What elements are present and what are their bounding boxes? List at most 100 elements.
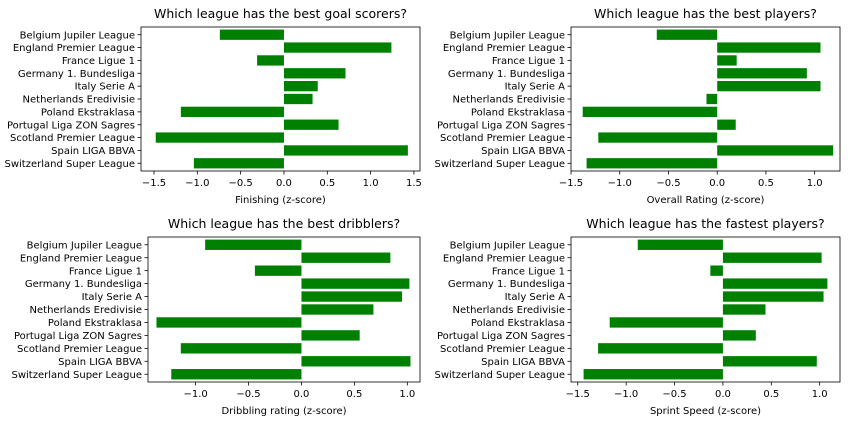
x-tick-label: 1.0 <box>807 178 823 189</box>
bar-belgium-jupiler-league <box>219 29 284 40</box>
chart-title: Which league has the fastest players? <box>586 216 824 231</box>
bar-italy-serie-a <box>283 81 318 92</box>
bar-spain-liga-bbva <box>301 356 411 367</box>
bar-switzerland-super-league <box>171 369 302 380</box>
chart-panel-goal-scorers: Which league has the best goal scorers? … <box>5 6 422 206</box>
bar-belgium-jupiler-league <box>205 239 302 250</box>
y-tick-label: Poland Ekstraklasa <box>471 107 565 118</box>
bar-england-premier-league <box>722 252 822 263</box>
y-tick-label: France Ligue 1 <box>62 56 135 67</box>
bar-poland-ekstraklasa <box>582 106 718 117</box>
bar-france-ligue-1 <box>257 55 284 66</box>
y-tick-label: Poland Ekstraklasa <box>41 107 135 118</box>
chart-panel-dribblers: Which league has the best dribblers? Dri… <box>12 216 421 417</box>
bar-scotland-premier-league <box>598 132 718 143</box>
x-tick-label: 0.5 <box>763 389 779 400</box>
y-tick-label: Poland Ekstraklasa <box>48 318 142 329</box>
y-tick-label: Italy Serie A <box>505 292 566 303</box>
y-tick-label: Scotland Premier League <box>10 133 135 144</box>
bar-scotland-premier-league <box>155 132 284 143</box>
bar-poland-ekstraklasa <box>609 317 723 328</box>
y-tick-label: Netherlands Eredivisie <box>453 95 565 106</box>
y-tick-label: Spain LIGA BBVA <box>51 146 135 157</box>
x-tick-label: −1.0 <box>608 178 632 189</box>
y-tick-label: Germany 1. Bundesliga <box>18 69 135 80</box>
bar-france-ligue-1 <box>717 55 737 66</box>
bar-italy-serie-a <box>301 291 403 302</box>
y-tick-label: Belgium Jupiler League <box>27 240 142 251</box>
y-tick-label: Switzerland Super League <box>5 159 136 170</box>
bar-england-premier-league <box>717 42 821 53</box>
bar-scotland-premier-league <box>180 343 302 354</box>
x-tick-label: 1.5 <box>406 178 422 189</box>
chart-panel-best-players: Which league has the best players? Overa… <box>435 6 841 206</box>
y-tick-label: Scotland Premier League <box>17 344 142 355</box>
bar-germany-1-bundesliga <box>301 278 410 289</box>
y-tick-label: England Premier League <box>443 43 565 54</box>
y-tick-label: Switzerland Super League <box>12 370 143 381</box>
bar-spain-liga-bbva <box>283 145 408 156</box>
bar-scotland-premier-league <box>598 343 723 354</box>
x-tick-label: −0.5 <box>228 178 252 189</box>
y-tick-label: Scotland Premier League <box>440 133 565 144</box>
bar-germany-1-bundesliga <box>283 68 346 79</box>
x-tick-label: −1.5 <box>566 389 590 400</box>
x-tick-label: 1.0 <box>812 389 828 400</box>
y-tick-label: Italy Serie A <box>505 82 566 93</box>
x-axis-label: Overall Rating (z-score) <box>647 195 765 206</box>
bar-france-ligue-1 <box>710 265 723 276</box>
y-tick-label: Italy Serie A <box>75 82 136 93</box>
bar-england-premier-league <box>301 252 391 263</box>
x-tick-label: 1.0 <box>399 389 415 400</box>
x-tick-label: 0.0 <box>276 178 292 189</box>
bar-spain-liga-bbva <box>722 356 817 367</box>
x-tick-label: 0.0 <box>715 389 731 400</box>
x-tick-label: −1.0 <box>614 389 638 400</box>
x-tick-label: −1.5 <box>559 178 583 189</box>
bar-poland-ekstraklasa <box>156 317 302 328</box>
y-tick-label: England Premier League <box>443 253 565 264</box>
bar-netherlands-eredivisie <box>722 304 766 315</box>
y-tick-label: Spain LIGA BBVA <box>481 357 565 368</box>
bar-germany-1-bundesliga <box>722 278 828 289</box>
bar-france-ligue-1 <box>254 265 302 276</box>
y-tick-label: Portugal Liga ZON Sagres <box>14 331 142 342</box>
x-axis-label: Sprint Speed (z-score) <box>650 406 761 417</box>
bar-switzerland-super-league <box>586 158 718 169</box>
y-tick-label: Switzerland Super League <box>435 159 566 170</box>
y-tick-label: France Ligue 1 <box>492 56 565 67</box>
chart-panel-fastest-players: Which league has the fastest players? Sp… <box>435 216 841 417</box>
bar-belgium-jupiler-league <box>637 239 723 250</box>
bar-switzerland-super-league <box>193 158 284 169</box>
chart-title: Which league has the best players? <box>594 6 817 21</box>
x-axis-label: Dribbling rating (z-score) <box>221 406 346 417</box>
bar-poland-ekstraklasa <box>180 106 284 117</box>
x-tick-label: 0.0 <box>294 389 310 400</box>
chart-title: Which league has the best goal scorers? <box>154 6 407 21</box>
y-tick-label: Netherlands Eredivisie <box>453 305 565 316</box>
x-tick-label: 1.0 <box>363 178 379 189</box>
y-tick-label: Netherlands Eredivisie <box>23 95 135 106</box>
bar-portugal-liga-zon-sagres <box>722 330 756 341</box>
y-tick-label: Spain LIGA BBVA <box>481 146 565 157</box>
bar-england-premier-league <box>283 42 392 53</box>
x-tick-label: 0.5 <box>346 389 362 400</box>
y-tick-label: Belgium Jupiler League <box>450 240 565 251</box>
bar-germany-1-bundesliga <box>717 68 807 79</box>
chart-title: Which league has the best dribblers? <box>168 216 400 231</box>
y-tick-label: Germany 1. Bundesliga <box>448 69 565 80</box>
y-tick-label: France Ligue 1 <box>69 266 142 277</box>
bar-belgium-jupiler-league <box>656 29 718 40</box>
x-tick-label: −1.5 <box>142 178 166 189</box>
y-tick-label: Portugal Liga ZON Sagres <box>7 120 135 131</box>
x-tick-label: −0.5 <box>656 178 680 189</box>
bar-italy-serie-a <box>722 291 824 302</box>
y-tick-label: England Premier League <box>20 253 142 264</box>
x-tick-label: 0.5 <box>319 178 335 189</box>
y-tick-label: France Ligue 1 <box>492 266 565 277</box>
y-tick-label: Portugal Liga ZON Sagres <box>437 120 565 131</box>
y-tick-label: Belgium Jupiler League <box>20 30 135 41</box>
bar-netherlands-eredivisie <box>706 93 718 105</box>
y-tick-label: Portugal Liga ZON Sagres <box>437 331 565 342</box>
y-tick-label: Spain LIGA BBVA <box>58 357 142 368</box>
